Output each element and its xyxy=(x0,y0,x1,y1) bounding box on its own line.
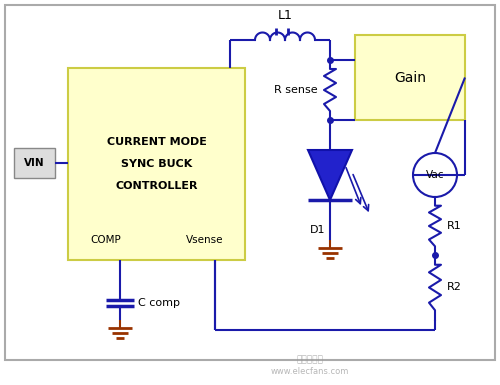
Text: Gain: Gain xyxy=(394,70,426,84)
Text: L1: L1 xyxy=(278,9,292,22)
FancyBboxPatch shape xyxy=(355,35,465,120)
Text: 电子发烧友: 电子发烧友 xyxy=(296,355,324,365)
Text: COMP: COMP xyxy=(90,235,121,245)
Text: CURRENT MODE: CURRENT MODE xyxy=(106,137,206,147)
FancyBboxPatch shape xyxy=(14,148,55,178)
Text: VIN: VIN xyxy=(24,158,45,168)
Text: www.elecfans.com: www.elecfans.com xyxy=(271,368,349,377)
Text: R2: R2 xyxy=(447,283,462,293)
Text: SYNC BUCK: SYNC BUCK xyxy=(121,159,192,169)
Text: R sense: R sense xyxy=(274,85,318,95)
Text: Vsense: Vsense xyxy=(186,235,223,245)
Text: C comp: C comp xyxy=(138,298,180,308)
Text: CONTROLLER: CONTROLLER xyxy=(115,181,198,191)
Polygon shape xyxy=(308,150,352,200)
Text: R1: R1 xyxy=(447,221,462,231)
Text: D1: D1 xyxy=(310,225,325,235)
FancyBboxPatch shape xyxy=(68,68,245,260)
Text: Vac: Vac xyxy=(426,170,444,180)
